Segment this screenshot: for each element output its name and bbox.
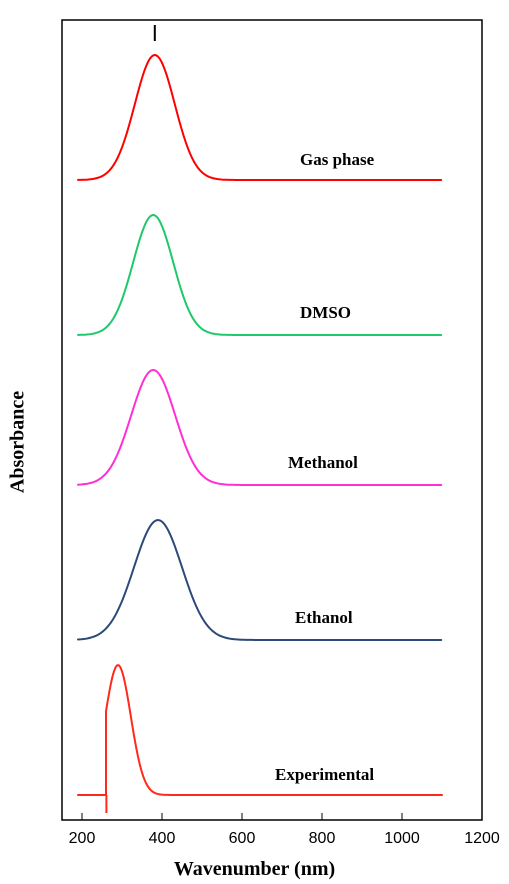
curve-gas — [78, 55, 441, 180]
x-tick-label: 1000 — [384, 830, 420, 848]
plot-svg — [0, 0, 509, 884]
curve-methanol — [78, 370, 441, 485]
x-axis-label: Wavenumber (nm) — [174, 858, 335, 881]
x-tick-label: 600 — [229, 830, 256, 848]
series-label-gas: Gas phase — [300, 150, 374, 170]
curve-experimental — [78, 665, 442, 795]
chart-container: Absorbance Wavenumber (nm) 200 400 600 800 1… — [0, 0, 509, 884]
x-tick-label: 800 — [309, 830, 336, 848]
curve-ethanol — [78, 520, 441, 640]
x-tick-label: 1200 — [464, 830, 500, 848]
y-axis-label: Absorbance — [7, 391, 30, 493]
series-label-methanol: Methanol — [288, 453, 358, 473]
curve-dmso — [78, 215, 441, 335]
x-tick-label: 400 — [149, 830, 176, 848]
series-label-dmso: DMSO — [300, 303, 351, 323]
series-label-experimental: Experimental — [275, 765, 374, 785]
series-label-ethanol: Ethanol — [295, 608, 353, 628]
x-tick-label: 200 — [69, 830, 96, 848]
